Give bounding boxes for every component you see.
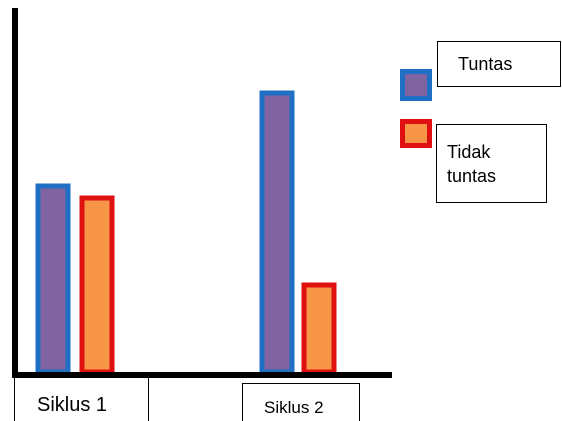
bar-tidak-tuntas-siklus-1 (79, 195, 115, 375)
bar-tuntas-siklus-1 (35, 183, 71, 375)
category-label-box-1: Siklus 1 (14, 377, 149, 421)
legend-label-tuntas: Tuntas (458, 54, 513, 74)
category-label-siklus-2: Siklus 2 (264, 398, 324, 417)
legend-swatch-tuntas (400, 69, 432, 101)
bar-tidak-tuntas-siklus-2 (301, 282, 337, 375)
legend-label-tidak-tuntas: Tidak tuntas (447, 142, 497, 186)
category-label-box-2: Siklus 2 (242, 383, 360, 421)
bars-group (35, 90, 337, 375)
legend-box-tuntas: Tuntas (437, 41, 561, 87)
bar-tuntas-siklus-2 (259, 90, 295, 375)
legend-swatch-tidak-tuntas (400, 119, 432, 148)
category-label-siklus-1: Siklus 1 (37, 394, 108, 416)
legend-box-tidak-tuntas: Tidak tuntas (436, 124, 547, 203)
